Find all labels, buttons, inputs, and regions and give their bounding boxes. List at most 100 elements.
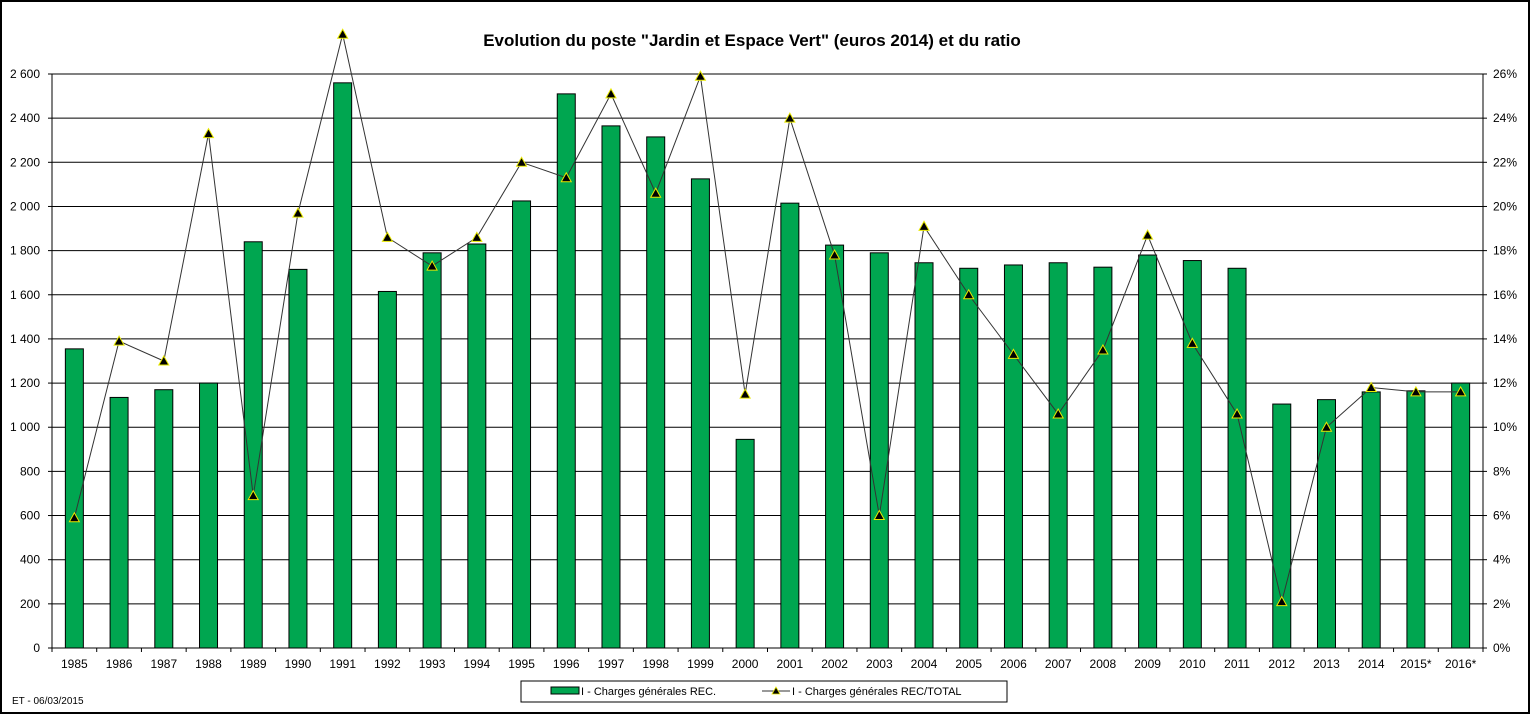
line-marker xyxy=(784,112,796,123)
x-tick-label: 2000 xyxy=(732,657,759,671)
legend-bar-label: I - Charges générales REC. xyxy=(581,686,716,698)
bar xyxy=(199,382,219,649)
x-tick-label: 2008 xyxy=(1090,657,1117,671)
legend-line-label: I - Charges générales REC/TOTAL xyxy=(792,686,962,698)
bar-series xyxy=(64,82,1471,649)
bar xyxy=(1227,267,1247,649)
right-tick-label: 8% xyxy=(1493,464,1511,478)
bar xyxy=(780,202,800,649)
line-marker xyxy=(694,70,707,81)
x-tick-label: 2003 xyxy=(866,657,893,671)
right-tick-label: 2% xyxy=(1493,597,1511,611)
series-line xyxy=(73,34,1461,602)
bar xyxy=(1182,260,1202,649)
right-tick-label: 24% xyxy=(1493,111,1517,125)
line-marker xyxy=(1052,407,1065,419)
bar xyxy=(1048,262,1068,649)
line-marker xyxy=(1410,385,1422,397)
left-tick-label: 1 000 xyxy=(10,420,40,434)
bar xyxy=(1406,390,1426,649)
right-tick-label: 12% xyxy=(1493,376,1517,390)
bar xyxy=(1272,403,1292,649)
bar xyxy=(601,125,621,649)
left-tick-label: 0 xyxy=(33,641,40,655)
line-marker xyxy=(1186,337,1199,348)
x-tick-label: 2011 xyxy=(1224,657,1250,671)
left-tick-label: 800 xyxy=(20,464,40,478)
bar xyxy=(1138,254,1158,649)
x-tick-label: 1999 xyxy=(687,657,714,671)
line-marker xyxy=(292,207,304,218)
legend-bar-swatch xyxy=(550,686,580,695)
x-tick-label: 1992 xyxy=(374,657,401,671)
x-tick-label: 2004 xyxy=(911,657,938,671)
left-tick-label: 2 600 xyxy=(10,67,40,81)
legend-line-marker xyxy=(771,686,781,695)
bar xyxy=(1316,399,1336,649)
x-tick-label: 1993 xyxy=(419,657,446,671)
x-tick-label: 1996 xyxy=(553,657,580,671)
axes xyxy=(51,74,1484,652)
bar xyxy=(154,389,174,649)
right-tick-label: 22% xyxy=(1493,155,1517,169)
line-marker xyxy=(470,231,483,242)
right-tick-label: 18% xyxy=(1493,244,1517,258)
bar xyxy=(467,243,487,649)
line-marker xyxy=(828,249,841,260)
legend: I - Charges générales REC. I - Charges g… xyxy=(520,680,1008,703)
bar xyxy=(1093,266,1113,649)
left-tick-label: 400 xyxy=(20,553,40,567)
line-marker xyxy=(381,231,394,242)
left-tick-label: 1 600 xyxy=(10,288,40,302)
line-marker xyxy=(1097,343,1109,355)
x-tick-label: 1986 xyxy=(106,657,133,671)
line-marker xyxy=(113,335,125,346)
line-marker xyxy=(1454,385,1467,397)
line-marker xyxy=(560,171,573,183)
x-tick-label: 1991 xyxy=(329,657,356,671)
bar xyxy=(64,348,84,649)
left-tick-label: 1 400 xyxy=(10,332,40,346)
bar xyxy=(512,200,532,649)
bar xyxy=(288,268,308,649)
line-marker xyxy=(1007,348,1020,359)
line-marker xyxy=(918,220,930,231)
left-tick-label: 1 200 xyxy=(10,376,40,390)
line-marker xyxy=(1231,407,1243,419)
line-marker xyxy=(515,156,528,167)
footer-note: ET - 06/03/2015 xyxy=(12,696,84,707)
right-tick-label: 4% xyxy=(1493,553,1511,567)
line-marker xyxy=(202,127,215,139)
bar xyxy=(914,262,934,649)
right-tick-label: 10% xyxy=(1493,420,1517,434)
line-marker xyxy=(739,388,751,399)
bar xyxy=(109,396,129,649)
x-tick-label: 1997 xyxy=(598,657,625,671)
line-marker xyxy=(1141,229,1154,240)
x-tick-label: 1987 xyxy=(150,657,177,671)
bar xyxy=(1003,264,1023,649)
right-tick-label: 20% xyxy=(1493,199,1517,213)
x-tick-label: 1995 xyxy=(508,657,535,671)
left-axis-ticks: 0 200 400 600 800 1 000 1 200 1 400 1 600 1 800 2 … xyxy=(10,67,52,655)
x-tick-label: 1989 xyxy=(240,657,267,671)
line-marker xyxy=(68,511,81,523)
bar xyxy=(377,290,397,649)
line-marker xyxy=(962,288,975,300)
line-marker xyxy=(605,87,617,99)
left-tick-label: 200 xyxy=(20,597,40,611)
bar xyxy=(646,136,666,649)
x-tick-label: 1994 xyxy=(463,657,490,671)
left-tick-label: 2 400 xyxy=(10,111,40,125)
right-tick-label: 0% xyxy=(1493,641,1511,655)
right-tick-label: 6% xyxy=(1493,509,1511,523)
x-tick-label: 2010 xyxy=(1179,657,1206,671)
x-tick-label: 1985 xyxy=(61,657,88,671)
x-tick-label: 2007 xyxy=(1045,657,1072,671)
x-tick-label: 2014 xyxy=(1358,657,1385,671)
line-marker xyxy=(336,28,349,39)
left-tick-label: 2 200 xyxy=(10,155,40,169)
x-tick-label: 2001 xyxy=(777,657,804,671)
x-tick-label: 1998 xyxy=(642,657,669,671)
